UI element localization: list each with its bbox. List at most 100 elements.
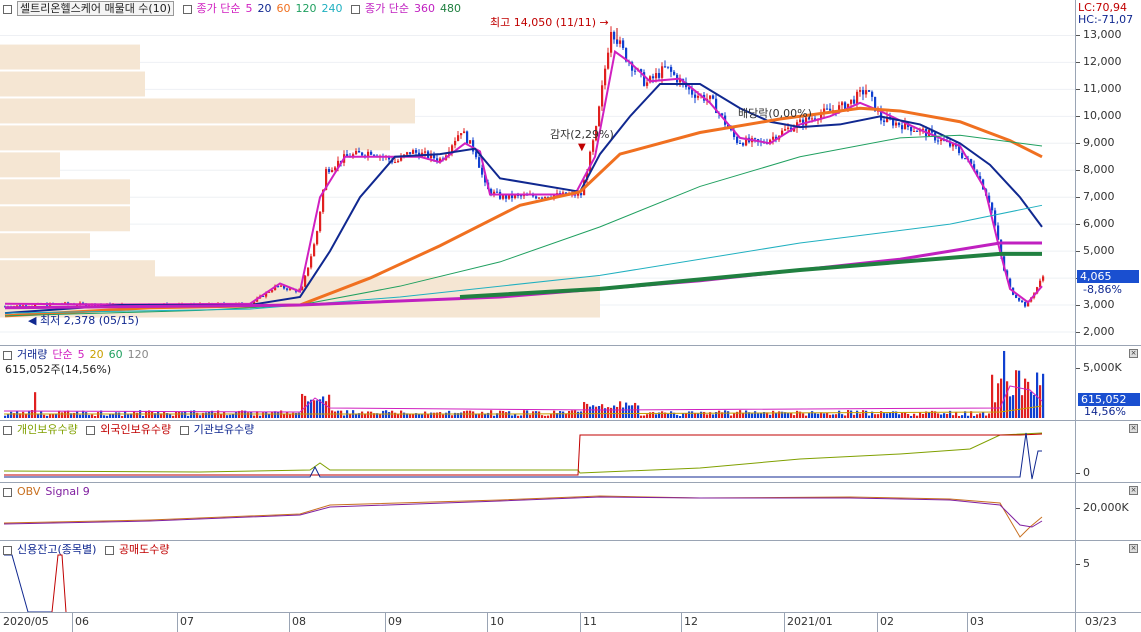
- x-axis-label: 03: [970, 615, 984, 628]
- volume-bar: [682, 412, 685, 418]
- volume-value-text: 615,052주(14,56%): [5, 363, 112, 376]
- candle-body: [808, 117, 811, 120]
- legend-square-icon[interactable]: [182, 4, 192, 14]
- candle-body: [598, 106, 601, 127]
- volume-bar: [112, 413, 115, 418]
- volume-bar: [370, 411, 373, 418]
- volume-bar: [496, 413, 499, 418]
- volume-bar: [535, 411, 538, 418]
- volume-bar: [799, 411, 802, 418]
- volume-bar: [319, 399, 322, 418]
- candle-body: [547, 196, 550, 198]
- volume-bar: [688, 411, 691, 418]
- volume-y-axis[interactable]: × 5,000K 615,052 14,56%: [1075, 345, 1141, 420]
- obv-chart[interactable]: [0, 483, 1075, 541]
- candle-body: [964, 158, 967, 160]
- legend-square-icon[interactable]: [3, 487, 12, 497]
- candle-body: [373, 154, 376, 156]
- holdings-y-axis[interactable]: × 0: [1075, 420, 1141, 482]
- volume-bar: [715, 412, 718, 418]
- candle-body: [979, 176, 982, 180]
- candle-body: [691, 89, 694, 95]
- volume-profile-bar: [0, 44, 140, 70]
- volume-bar: [820, 412, 823, 418]
- volume-bar: [865, 410, 868, 418]
- volume-bar: [286, 412, 289, 418]
- candle-body: [883, 120, 886, 123]
- candle-body: [784, 129, 787, 131]
- volume-bar: [376, 413, 379, 418]
- volume-bar: [277, 411, 280, 418]
- price-pane[interactable]: 셀트리온헬스케어 매물대 수(10) 종가 단순 5 20 60 120 240 종가 단…: [0, 0, 1075, 345]
- candle-body: [679, 79, 682, 83]
- volume-bar: [1000, 378, 1003, 418]
- volume-bar: [436, 412, 439, 418]
- close-pane-icon[interactable]: ×: [1129, 544, 1138, 553]
- volume-bar: [766, 412, 769, 418]
- close-pane-icon[interactable]: ×: [1129, 349, 1138, 358]
- credit-pane[interactable]: 신용잔고(종목별) 공매도수량: [0, 540, 1075, 613]
- obv-y-axis[interactable]: × 20,000K: [1075, 482, 1141, 540]
- candle-body: [952, 143, 955, 147]
- volume-bar: [1021, 395, 1024, 418]
- legend-square-icon[interactable]: [3, 545, 12, 555]
- individual-holdings-line: [3, 432, 1043, 474]
- candle-body: [592, 140, 595, 152]
- legend-square-icon[interactable]: [179, 425, 189, 435]
- volume-bar: [325, 401, 328, 418]
- candle-body: [1018, 297, 1021, 301]
- volume-bar: [919, 412, 922, 418]
- volume-bar: [154, 413, 157, 418]
- candle-body: [880, 110, 883, 121]
- legend-square-icon[interactable]: [3, 4, 12, 14]
- volume-bar: [334, 411, 337, 418]
- holdings-pane[interactable]: 개인보유수량 외국인보유수량 기관보유수량: [0, 420, 1075, 482]
- volume-bar: [850, 410, 853, 418]
- volume-pane[interactable]: 거래량 단순 5 20 60 120 615,052주(14,56%): [0, 345, 1075, 420]
- obv-pane[interactable]: OBV Signal 9: [0, 482, 1075, 540]
- close-pane-icon[interactable]: ×: [1129, 424, 1138, 433]
- x-axis-label: 12: [684, 615, 698, 628]
- candle-body: [649, 76, 652, 83]
- candle-body: [640, 69, 643, 73]
- current-change-label: -8,86%: [1083, 283, 1122, 296]
- volume-bar: [847, 410, 850, 418]
- volume-bar: [553, 410, 556, 418]
- x-axis[interactable]: 2020/05 06 07 08 09 10 11 12 2021/01 02 03 03/23: [0, 612, 1141, 632]
- candle-body: [709, 95, 712, 99]
- volume-bar: [694, 412, 697, 418]
- legend-square-icon[interactable]: [351, 4, 360, 14]
- credit-legend: 신용잔고(종목별) 공매도수량: [3, 543, 175, 557]
- volume-bar: [673, 412, 676, 418]
- volume-bar: [709, 412, 712, 418]
- legend-square-icon[interactable]: [3, 350, 12, 360]
- volume-chart[interactable]: [0, 346, 1075, 421]
- candle-body: [844, 102, 847, 111]
- candle-body: [871, 91, 874, 97]
- legend-square-icon[interactable]: [86, 425, 96, 435]
- candle-body: [358, 150, 361, 153]
- candle-body: [412, 150, 415, 154]
- volume-bar: [622, 407, 625, 418]
- close-pane-icon[interactable]: ×: [1129, 486, 1138, 495]
- candle-body: [631, 62, 634, 71]
- candle-body: [610, 31, 613, 53]
- candle-body: [895, 122, 898, 126]
- credit-y-axis[interactable]: × 5: [1075, 540, 1141, 612]
- volume-bar: [964, 411, 967, 418]
- x-axis-right-label: 03/23: [1085, 615, 1117, 628]
- legend-square-icon[interactable]: [104, 545, 114, 555]
- x-axis-label: 11: [583, 615, 597, 628]
- candle-body: [334, 167, 337, 171]
- price-chart[interactable]: [0, 0, 1075, 345]
- volume-bar: [661, 411, 664, 418]
- volume-bar: [997, 383, 1000, 418]
- volume-bar: [916, 415, 919, 418]
- ma-120: 120: [295, 2, 317, 15]
- volume-bar: [301, 393, 304, 418]
- volume-bar: [667, 414, 670, 418]
- candle-body: [868, 90, 871, 92]
- volume-bar: [817, 413, 820, 418]
- legend-square-icon[interactable]: [3, 425, 12, 435]
- holdings-chart[interactable]: [0, 421, 1075, 483]
